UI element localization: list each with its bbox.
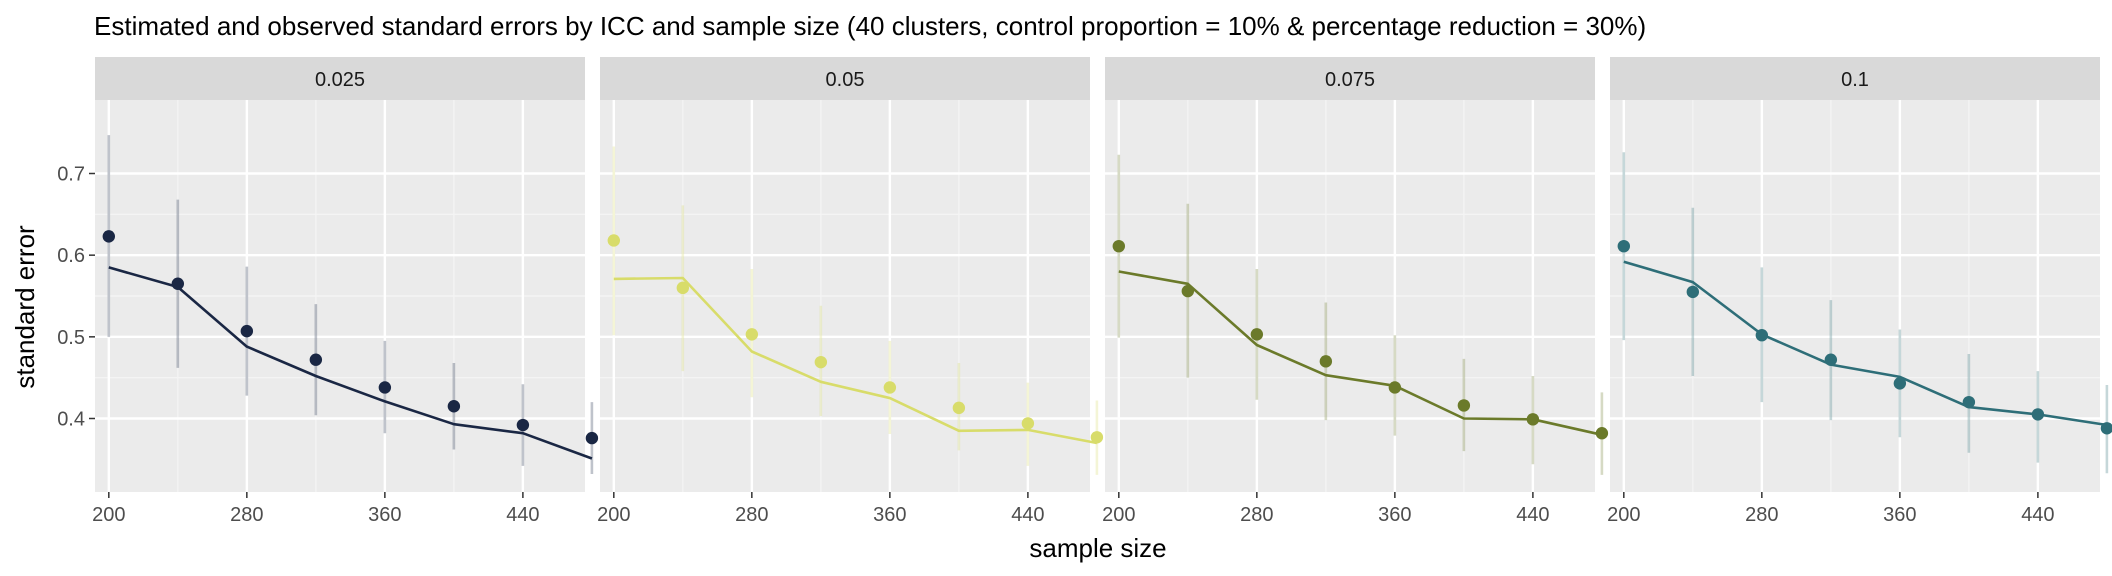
x-tick-label: 360 [1378,504,1411,526]
observed-point [171,277,185,290]
observed-point [1824,353,1838,366]
y-tick-label: 0.6 [57,245,85,267]
x-tick-label: 360 [1883,504,1916,526]
observed-point [516,418,530,432]
facet-strip-label: 0.05 [826,69,865,91]
facet-strip-label: 0.075 [1325,69,1375,91]
observed-point [1319,355,1333,368]
observed-point [952,401,966,415]
y-axis-title: standard error [10,225,40,389]
observed-point [745,328,759,341]
observed-point [1090,431,1104,444]
x-tick-label: 440 [2021,504,2054,526]
facet-strip-label: 0.025 [315,69,365,91]
estimated-line [613,276,1098,445]
observed-point [1595,427,1609,440]
observed-point [1962,395,1976,409]
observed-point [2031,408,2045,421]
observed-point [1686,285,1700,299]
observed-point [1181,284,1195,298]
observed-point [1755,329,1769,342]
observed-point [1526,413,1540,426]
x-tick-label: 280 [1240,504,1273,526]
x-tick-label: 440 [1011,504,1044,526]
facet-strip [600,57,1090,100]
observed-point [814,355,828,369]
y-axis: 0.4 0.5 0.6 0.7 [57,164,95,431]
observed-point [1893,377,1907,390]
observed-point [1457,399,1471,412]
chart-title: Estimated and observed standard errors b… [94,11,1646,41]
x-tick-label: 360 [368,504,401,526]
x-axis-title: sample size [1029,533,1166,563]
facet-strip [1610,57,2100,100]
observed-point [378,381,392,394]
x-tick-label: 360 [873,504,906,526]
observed-point [883,381,897,394]
facet-panel-0.05: 0.05 200 280 360 440 [597,57,1104,526]
facet-panel-0.025: 0.025 200 280 360 440 [92,57,599,526]
x-tick-label: 200 [1607,504,1640,526]
y-tick-label: 0.5 [57,327,85,349]
observed-point [309,353,323,366]
facet-panel-0.075: 0.075 200 280 360 440 [1102,57,1609,526]
observed-point [1021,417,1035,430]
observed-point [1112,239,1126,253]
y-tick-label: 0.7 [57,164,85,186]
estimated-line [1118,270,1603,437]
x-tick-label: 440 [506,504,539,526]
facet-strip [1105,57,1595,100]
observed-point [447,400,461,413]
observed-point [1617,239,1631,253]
observed-point [585,431,599,445]
chart-panels: 0.025 200 280 360 440 0.05 200 280 360 440 0.075 20… [92,57,2112,526]
facet-strip-label: 0.1 [1841,69,1869,91]
x-tick-label: 440 [1516,504,1549,526]
facet-panel-0.1: 0.1 200 280 360 440 [1607,57,2112,526]
x-tick-label: 200 [1102,504,1135,526]
y-tick-label: 0.4 [57,409,85,431]
x-tick-label: 200 [597,504,630,526]
estimated-line [1623,260,2108,427]
observed-point [1250,328,1264,341]
observed-point [102,230,116,243]
x-tick-label: 280 [230,504,263,526]
x-tick-label: 280 [735,504,768,526]
observed-point [240,324,254,338]
observed-point [1388,381,1402,394]
observed-point [2100,422,2112,435]
observed-point [607,234,621,247]
x-tick-label: 280 [1745,504,1778,526]
facet-strip [95,57,585,100]
x-tick-label: 200 [92,504,125,526]
estimated-line [108,266,593,460]
observed-point [676,281,690,295]
